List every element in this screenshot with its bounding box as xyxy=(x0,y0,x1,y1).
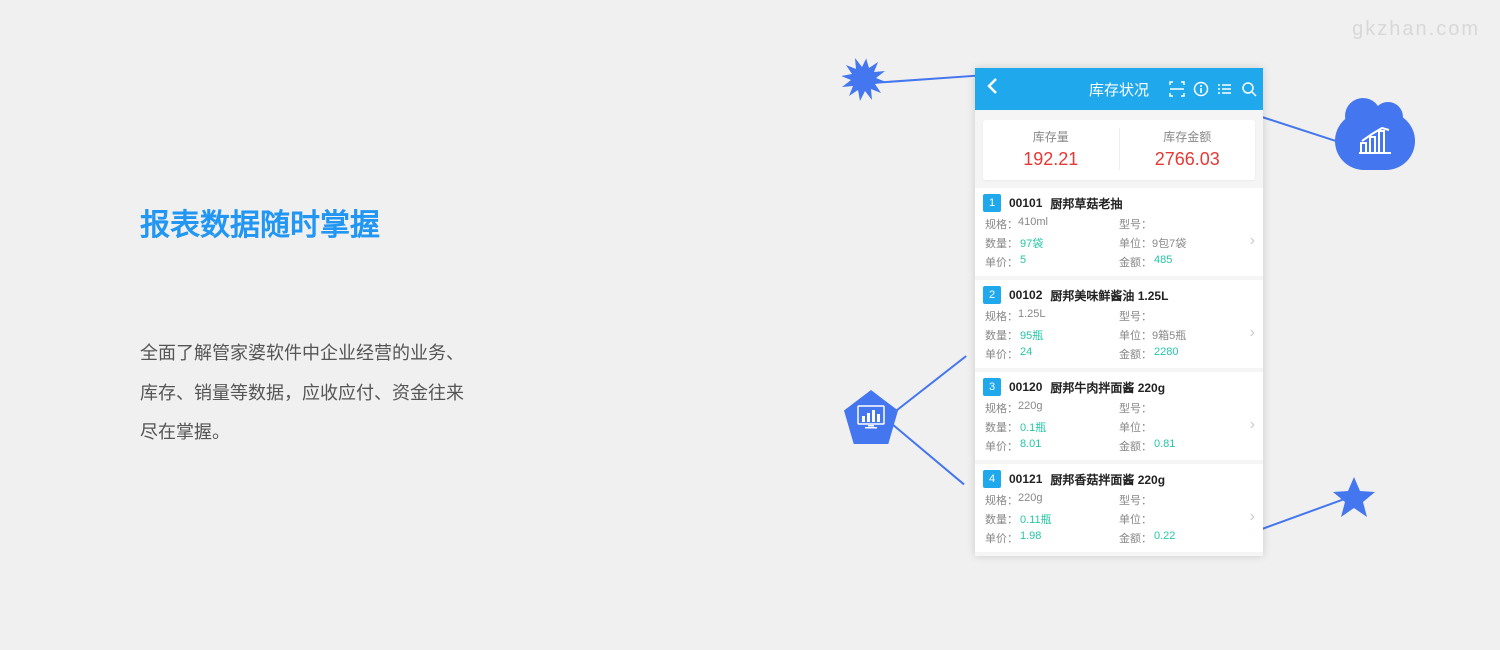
section-description: 全面了解管家婆软件中企业经营的业务、 库存、销量等数据，应收应付、资金往来 尽在… xyxy=(140,334,600,453)
qty-label: 数量： xyxy=(985,511,1018,527)
stat-label: 库存金额 xyxy=(1120,128,1256,145)
chevron-right-icon: › xyxy=(1250,508,1255,526)
list-icon[interactable] xyxy=(1217,81,1233,97)
qty-label: 数量： xyxy=(985,327,1018,343)
item-code: 00120 xyxy=(1009,380,1042,394)
amount-label: 金额： xyxy=(1119,254,1152,270)
watermark-text: gkzhan.com xyxy=(1352,18,1480,41)
scan-icon[interactable] xyxy=(1169,81,1185,97)
chevron-right-icon: › xyxy=(1250,232,1255,250)
model-label: 型号： xyxy=(1119,308,1152,324)
monitor-chart-icon xyxy=(844,390,898,444)
spec-label: 规格： xyxy=(985,492,1018,508)
app-header: 库存状况 xyxy=(975,68,1263,110)
inventory-item[interactable]: 4 00121 厨邦香菇拌面酱 220g 规格：220g 型号： 数量：0.11… xyxy=(975,464,1263,552)
search-icon[interactable] xyxy=(1241,81,1257,97)
qty-label: 数量： xyxy=(985,235,1018,251)
item-number-badge: 3 xyxy=(983,378,1001,396)
item-number-badge: 2 xyxy=(983,286,1001,304)
item-name: 厨邦香菇拌面酱 220g xyxy=(1050,471,1165,488)
connector-line xyxy=(891,423,964,485)
inventory-item[interactable]: 3 00120 厨邦牛肉拌面酱 220g 规格：220g 型号： 数量：0.1瓶… xyxy=(975,372,1263,460)
chevron-right-icon: › xyxy=(1250,324,1255,342)
section-title: 报表数据随时掌握 xyxy=(140,200,600,244)
model-label: 型号： xyxy=(1119,400,1152,416)
item-code: 00101 xyxy=(1009,196,1042,210)
inventory-item[interactable]: 1 00101 厨邦草菇老抽 规格：410ml 型号： 数量：97袋 单位：9包… xyxy=(975,188,1263,276)
stats-summary: 库存量 192.21 库存金额 2766.03 xyxy=(983,120,1255,180)
burst-icon xyxy=(842,58,890,111)
chevron-right-icon: › xyxy=(1250,416,1255,434)
cloud-chart-icon xyxy=(1335,112,1415,170)
marketing-copy: 报表数据随时掌握 全面了解管家婆软件中企业经营的业务、 库存、销量等数据，应收应… xyxy=(140,200,600,453)
item-name: 厨邦牛肉拌面酱 220g xyxy=(1050,379,1165,396)
item-number-badge: 4 xyxy=(983,470,1001,488)
model-label: 型号： xyxy=(1119,216,1152,232)
info-icon[interactable] xyxy=(1193,81,1209,97)
unit-label: 单位： xyxy=(1119,327,1152,343)
price-label: 单价： xyxy=(985,346,1018,362)
unit-label: 单位： xyxy=(1119,235,1152,251)
inventory-item[interactable]: 2 00102 厨邦美味鲜酱油 1.25L 规格：1.25L 型号： 数量：95… xyxy=(975,280,1263,368)
inventory-list: 1 00101 厨邦草菇老抽 规格：410ml 型号： 数量：97袋 单位：9包… xyxy=(975,188,1263,552)
item-name: 厨邦美味鲜酱油 1.25L xyxy=(1050,287,1168,304)
item-code: 00102 xyxy=(1009,288,1042,302)
stat-quantity[interactable]: 库存量 192.21 xyxy=(983,128,1120,170)
qty-label: 数量： xyxy=(985,419,1018,435)
spec-label: 规格： xyxy=(985,308,1018,324)
spec-label: 规格： xyxy=(985,400,1018,416)
mobile-app-mockup: 库存状况 库存量 192.21 库存金额 2766.03 1 00101 厨邦草… xyxy=(975,68,1263,556)
price-label: 单价： xyxy=(985,254,1018,270)
amount-label: 金额： xyxy=(1119,346,1152,362)
price-label: 单价： xyxy=(985,438,1018,454)
star-icon xyxy=(1330,475,1378,528)
amount-label: 金额： xyxy=(1119,530,1152,546)
amount-label: 金额： xyxy=(1119,438,1152,454)
unit-label: 单位： xyxy=(1119,419,1152,435)
model-label: 型号： xyxy=(1119,492,1152,508)
item-code: 00121 xyxy=(1009,472,1042,486)
connector-line xyxy=(891,355,966,414)
spec-label: 规格： xyxy=(985,216,1018,232)
back-button[interactable] xyxy=(975,77,1011,101)
stat-value: 2766.03 xyxy=(1120,149,1256,170)
stat-label: 库存量 xyxy=(983,128,1119,145)
stat-value: 192.21 xyxy=(983,149,1119,170)
stat-amount[interactable]: 库存金额 2766.03 xyxy=(1120,128,1256,170)
item-name: 厨邦草菇老抽 xyxy=(1050,195,1122,212)
price-label: 单价： xyxy=(985,530,1018,546)
item-number-badge: 1 xyxy=(983,194,1001,212)
connector-line xyxy=(1262,116,1344,144)
unit-label: 单位： xyxy=(1119,511,1152,527)
